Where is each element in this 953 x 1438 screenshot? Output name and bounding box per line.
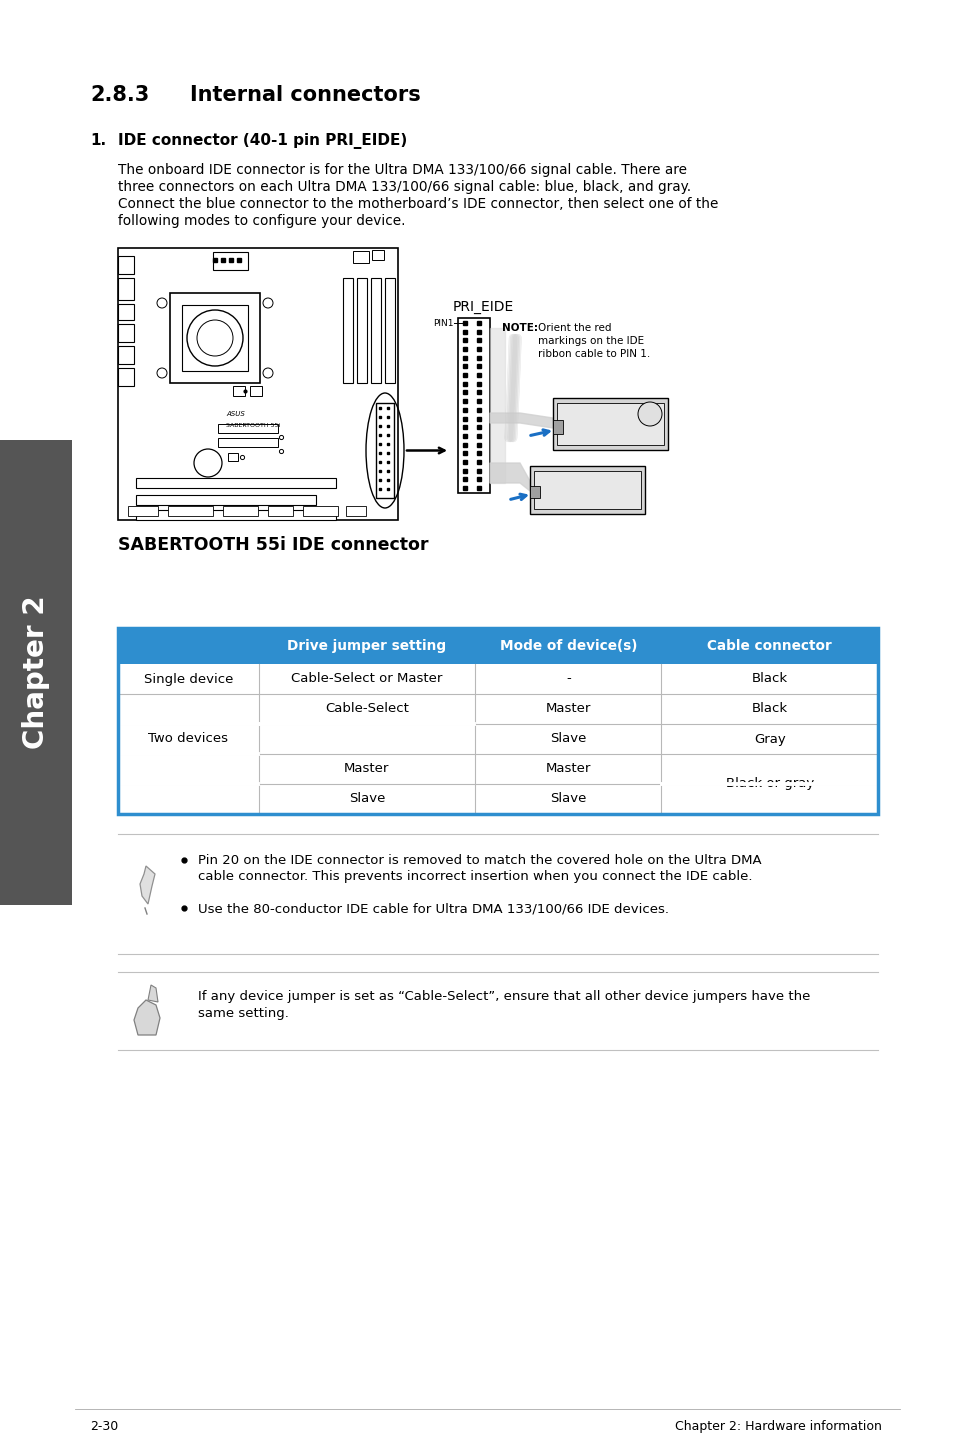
Bar [553,398,667,450]
Bar [356,278,367,383]
Text: If any device jumper is set as “Cable-Select”, ensure that all other device jump: If any device jumper is set as “Cable-Se… [198,989,809,1002]
Circle shape [157,298,167,308]
Polygon shape [490,413,553,429]
Text: PRI_EIDE: PRI_EIDE [453,301,514,313]
Bar [136,510,335,521]
Bar [385,278,395,383]
Text: Pin 20 on the IDE connector is removed to match the covered hole on the Ultra DM: Pin 20 on the IDE connector is removed t… [198,854,760,867]
Text: Slave: Slave [550,792,586,805]
Text: Black: Black [751,673,787,686]
Circle shape [263,298,273,308]
Text: Gray: Gray [753,732,784,745]
Bar [534,472,640,509]
Polygon shape [148,985,158,1002]
Polygon shape [133,999,160,1035]
Bar [118,324,133,342]
Bar [530,466,644,513]
Bar [530,486,539,498]
Bar [233,385,245,395]
Circle shape [193,449,222,477]
Bar [118,256,133,275]
Text: Black or gray: Black or gray [725,778,813,791]
Text: Orient the red
markings on the IDE
ribbon cable to PIN 1.: Orient the red markings on the IDE ribbo… [537,324,650,360]
Bar [118,628,877,664]
Bar [372,250,384,260]
Text: three connectors on each Ultra DMA 133/100/66 signal cable: blue, black, and gra: three connectors on each Ultra DMA 133/1… [118,180,690,194]
Bar [371,278,380,383]
Circle shape [187,311,243,367]
Text: Cable connector: Cable connector [706,638,831,653]
Bar [168,506,213,516]
Bar [557,403,663,444]
Text: SABERTOOTH 55i IDE connector: SABERTOOTH 55i IDE connector [118,536,428,554]
Text: Master: Master [545,703,590,716]
Polygon shape [490,463,530,490]
Bar [182,305,248,371]
Bar [228,453,237,462]
Polygon shape [140,866,154,905]
Text: Cable-Select or Master: Cable-Select or Master [291,673,442,686]
Text: Drive jumper setting: Drive jumper setting [287,638,446,653]
Bar [457,318,490,493]
Text: IDE connector (40-1 pin PRI_EIDE): IDE connector (40-1 pin PRI_EIDE) [118,132,407,150]
Bar [250,385,262,395]
Bar [0,440,71,905]
Text: Slave: Slave [349,792,385,805]
Text: same setting.: same setting. [198,1007,289,1020]
Text: Connect the blue connector to the motherboard’s IDE connector, then select one o: Connect the blue connector to the mother… [118,197,718,211]
Polygon shape [490,328,504,483]
Bar [128,506,158,516]
Bar [118,664,877,814]
Bar [218,424,277,433]
Text: Black: Black [751,703,787,716]
Bar [118,247,397,521]
Bar [223,506,257,516]
Circle shape [638,403,661,426]
Text: Internal connectors: Internal connectors [190,85,420,105]
Bar [118,368,133,385]
Bar [118,303,133,321]
Bar [346,506,366,516]
Bar [218,439,277,447]
Bar [136,477,335,487]
Bar [136,495,315,505]
Text: cable connector. This prevents incorrect insertion when you connect the IDE cabl: cable connector. This prevents incorrect… [198,870,752,883]
Bar [268,506,293,516]
Text: 2-30: 2-30 [90,1419,118,1434]
Bar [353,252,369,263]
Text: Chapter 2: Chapter 2 [22,595,50,749]
Text: The onboard IDE connector is for the Ultra DMA 133/100/66 signal cable. There ar: The onboard IDE connector is for the Ult… [118,162,686,177]
Bar [553,420,562,434]
Text: 2.8.3: 2.8.3 [90,85,149,105]
Circle shape [157,368,167,378]
Text: Single device: Single device [144,673,233,686]
Text: Mode of device(s): Mode of device(s) [499,638,637,653]
Bar [343,278,353,383]
Bar [213,252,248,270]
Text: ASUS: ASUS [226,411,245,417]
Text: Master: Master [545,762,590,775]
Text: Master: Master [344,762,389,775]
Text: Use the 80-conductor IDE cable for Ultra DMA 133/100/66 IDE devices.: Use the 80-conductor IDE cable for Ultra… [198,902,668,915]
Text: NOTE:: NOTE: [501,324,537,334]
Text: PIN1: PIN1 [433,319,454,328]
Text: 1.: 1. [90,132,106,148]
Text: following modes to configure your device.: following modes to configure your device… [118,214,405,229]
Text: Two devices: Two devices [148,732,228,745]
Bar [118,347,133,364]
Text: SABERTOOTH 55i: SABERTOOTH 55i [226,423,280,429]
Bar [303,506,337,516]
Bar [375,403,394,498]
Text: -: - [565,673,570,686]
Bar [118,628,877,814]
Text: Slave: Slave [550,732,586,745]
Bar [170,293,260,383]
Circle shape [196,321,233,357]
Circle shape [263,368,273,378]
Text: Cable-Select: Cable-Select [325,703,409,716]
Bar [118,278,133,301]
Text: Chapter 2: Hardware information: Chapter 2: Hardware information [675,1419,882,1434]
